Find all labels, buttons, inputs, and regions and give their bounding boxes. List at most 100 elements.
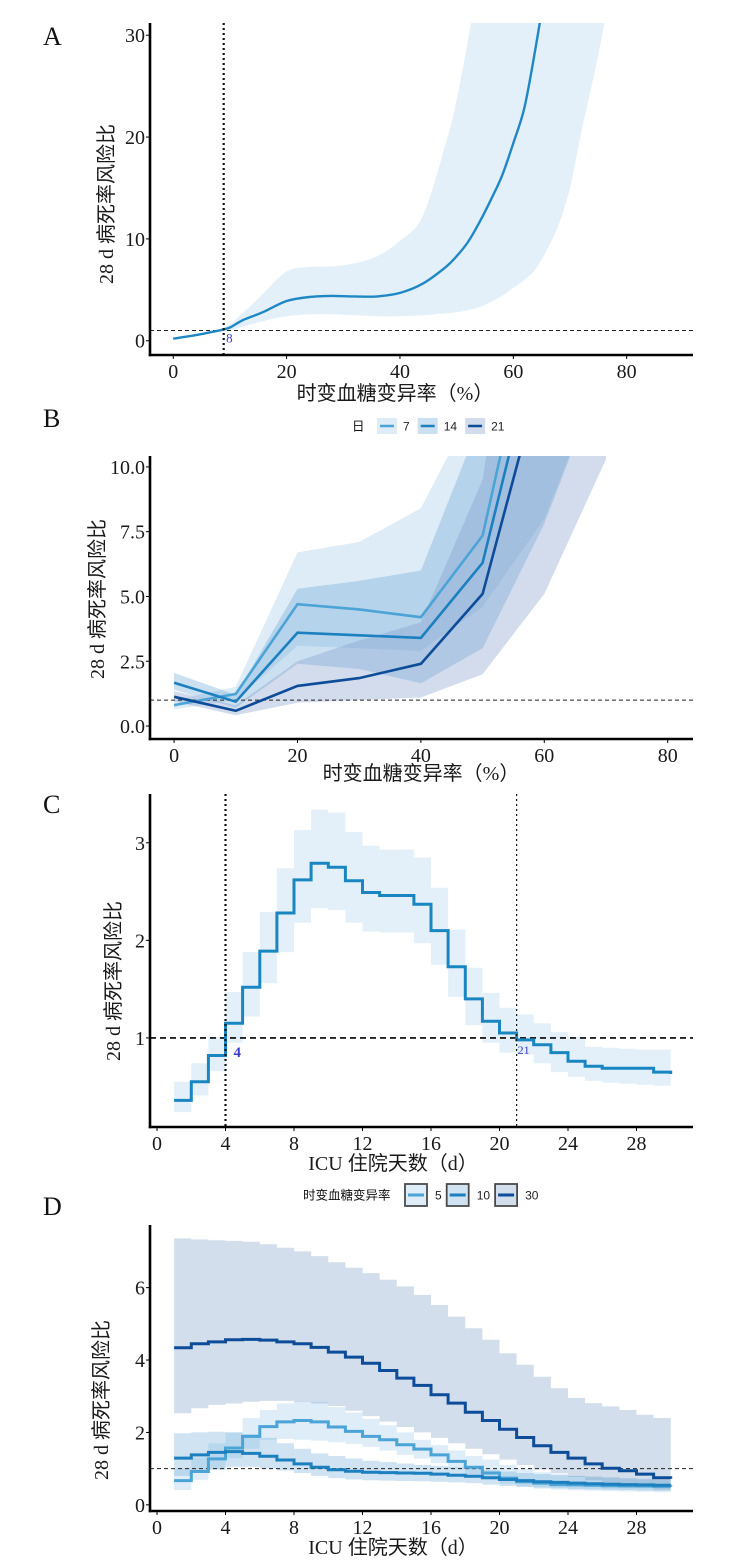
plot-area (150, 1238, 693, 1493)
x-tick-label: 12 (353, 1133, 373, 1155)
panel-label: A (43, 22, 62, 51)
series-line-0 (174, 861, 673, 1102)
legend: 时变血糖变异率 5 10 30 (303, 1183, 539, 1207)
x-tick-label: 8 (289, 1133, 299, 1155)
y-tick-label: 30 (125, 25, 145, 47)
legend-title: 时变血糖变异率 (303, 1188, 391, 1203)
ci-ribbon-10 (174, 1431, 671, 1491)
x-tick-label: 60 (534, 745, 554, 767)
legend-item-5: 5 (404, 1183, 442, 1207)
series-line-10 (174, 1450, 671, 1487)
reference-label: 8 (226, 331, 233, 346)
ci-ribbon-5 (174, 1401, 671, 1493)
y-tick-label: 10 (125, 229, 145, 251)
panel-B: 0 20 40 60 80 0.0 2.5 5.0 7.5 10.0 时变血糖变异率（%） 28 d … (43, 404, 693, 785)
x-tick-label: 16 (421, 1517, 441, 1539)
y-tick-label: 0.0 (120, 716, 145, 738)
x-tick-label: 4 (221, 1133, 231, 1155)
series-line-0 (173, 23, 541, 340)
panel-label: C (43, 790, 60, 819)
x-axis-title: ICU 住院天数（d） (308, 1152, 477, 1175)
x-axis-title: 时变血糖变异率（%） (297, 382, 494, 405)
x-tick-label: 20 (287, 745, 307, 767)
reference-label: 4 (234, 1045, 242, 1061)
ci-ribbon-21 (174, 456, 606, 716)
legend-label: 21 (491, 420, 505, 434)
y-tick-label: 20 (125, 127, 145, 149)
ci-ribbon-7 (174, 456, 570, 710)
y-axis-title: 28 d 病死率风险比 (95, 124, 118, 284)
legend-title: 日 (352, 420, 365, 434)
legend-label: 14 (444, 420, 458, 434)
y-tick-label: 0 (135, 1495, 145, 1517)
y-tick-label: 2.5 (120, 651, 145, 673)
legend-label: 5 (435, 1189, 442, 1203)
y-axis-title: 28 d 病死率风险比 (86, 519, 109, 679)
series-line-30 (174, 1337, 673, 1480)
x-tick-label: 0 (152, 1133, 162, 1155)
ci-ribbon-14 (174, 456, 571, 708)
series-line-21 (173, 456, 521, 713)
x-tick-label: 24 (558, 1133, 578, 1155)
legend-item-21: 21 (465, 418, 505, 434)
y-tick-label: 2 (135, 930, 145, 952)
x-tick-label: 0 (152, 1517, 162, 1539)
ci-ribbon-0 (174, 809, 671, 1113)
legend-item-30: 30 (494, 1183, 539, 1207)
y-axis-title: 28 d 病死率风险比 (102, 901, 125, 1061)
ci-ribbon-0 (173, 23, 605, 340)
panel-label: D (43, 1192, 62, 1221)
x-tick-label: 12 (353, 1517, 373, 1539)
legend-item-10: 10 (445, 1183, 491, 1207)
y-tick-label: 4 (135, 1350, 145, 1372)
ci-ribbon-30 (174, 1238, 671, 1490)
x-tick-label: 16 (421, 1133, 441, 1155)
x-tick-label: 4 (221, 1517, 231, 1539)
axes: 0 20 40 60 80 0 10 20 30 (125, 23, 693, 383)
series-line-7 (173, 456, 502, 707)
y-tick-label: 7.5 (120, 522, 145, 544)
x-tick-label: 20 (489, 1517, 509, 1539)
legend-item-14: 14 (417, 418, 458, 434)
x-axis-title: ICU 住院天数（d） (308, 1536, 477, 1559)
x-tick-label: 60 (503, 361, 523, 383)
x-axis-title: 时变血糖变异率（%） (323, 762, 520, 785)
panel-label: B (43, 404, 60, 433)
y-axis-title: 28 d 病死率风险比 (90, 1320, 113, 1480)
x-tick-label: 8 (289, 1517, 299, 1539)
plot-area (150, 809, 693, 1113)
reference-label: 21 (518, 1043, 530, 1057)
legend-label: 7 (403, 420, 410, 434)
x-tick-label: 24 (558, 1517, 578, 1539)
legend-item-7: 7 (377, 418, 410, 434)
axes: 0 20 40 60 80 0.0 2.5 5.0 7.5 10.0 (110, 456, 693, 767)
y-tick-label: 2 (135, 1422, 145, 1444)
plot-area (150, 456, 693, 716)
series-line-14 (173, 456, 511, 704)
x-tick-label: 28 (626, 1517, 646, 1539)
legend-label: 10 (477, 1189, 491, 1203)
y-tick-label: 0 (135, 331, 145, 353)
x-tick-label: 40 (390, 361, 410, 383)
legend-label: 30 (525, 1189, 539, 1203)
x-tick-label: 20 (489, 1133, 509, 1155)
x-tick-label: 80 (658, 745, 678, 767)
x-tick-label: 20 (277, 361, 297, 383)
x-tick-label: 40 (411, 745, 431, 767)
y-tick-label: 1 (135, 1028, 145, 1050)
y-tick-label: 6 (135, 1278, 145, 1300)
x-tick-label: 0 (168, 361, 178, 383)
x-tick-label: 80 (617, 361, 637, 383)
x-tick-label: 28 (626, 1133, 646, 1155)
y-tick-label: 5.0 (120, 586, 145, 608)
x-tick-label: 0 (169, 745, 179, 767)
plot-area (150, 23, 693, 340)
y-tick-label: 3 (135, 833, 145, 855)
y-tick-label: 10.0 (110, 457, 145, 479)
